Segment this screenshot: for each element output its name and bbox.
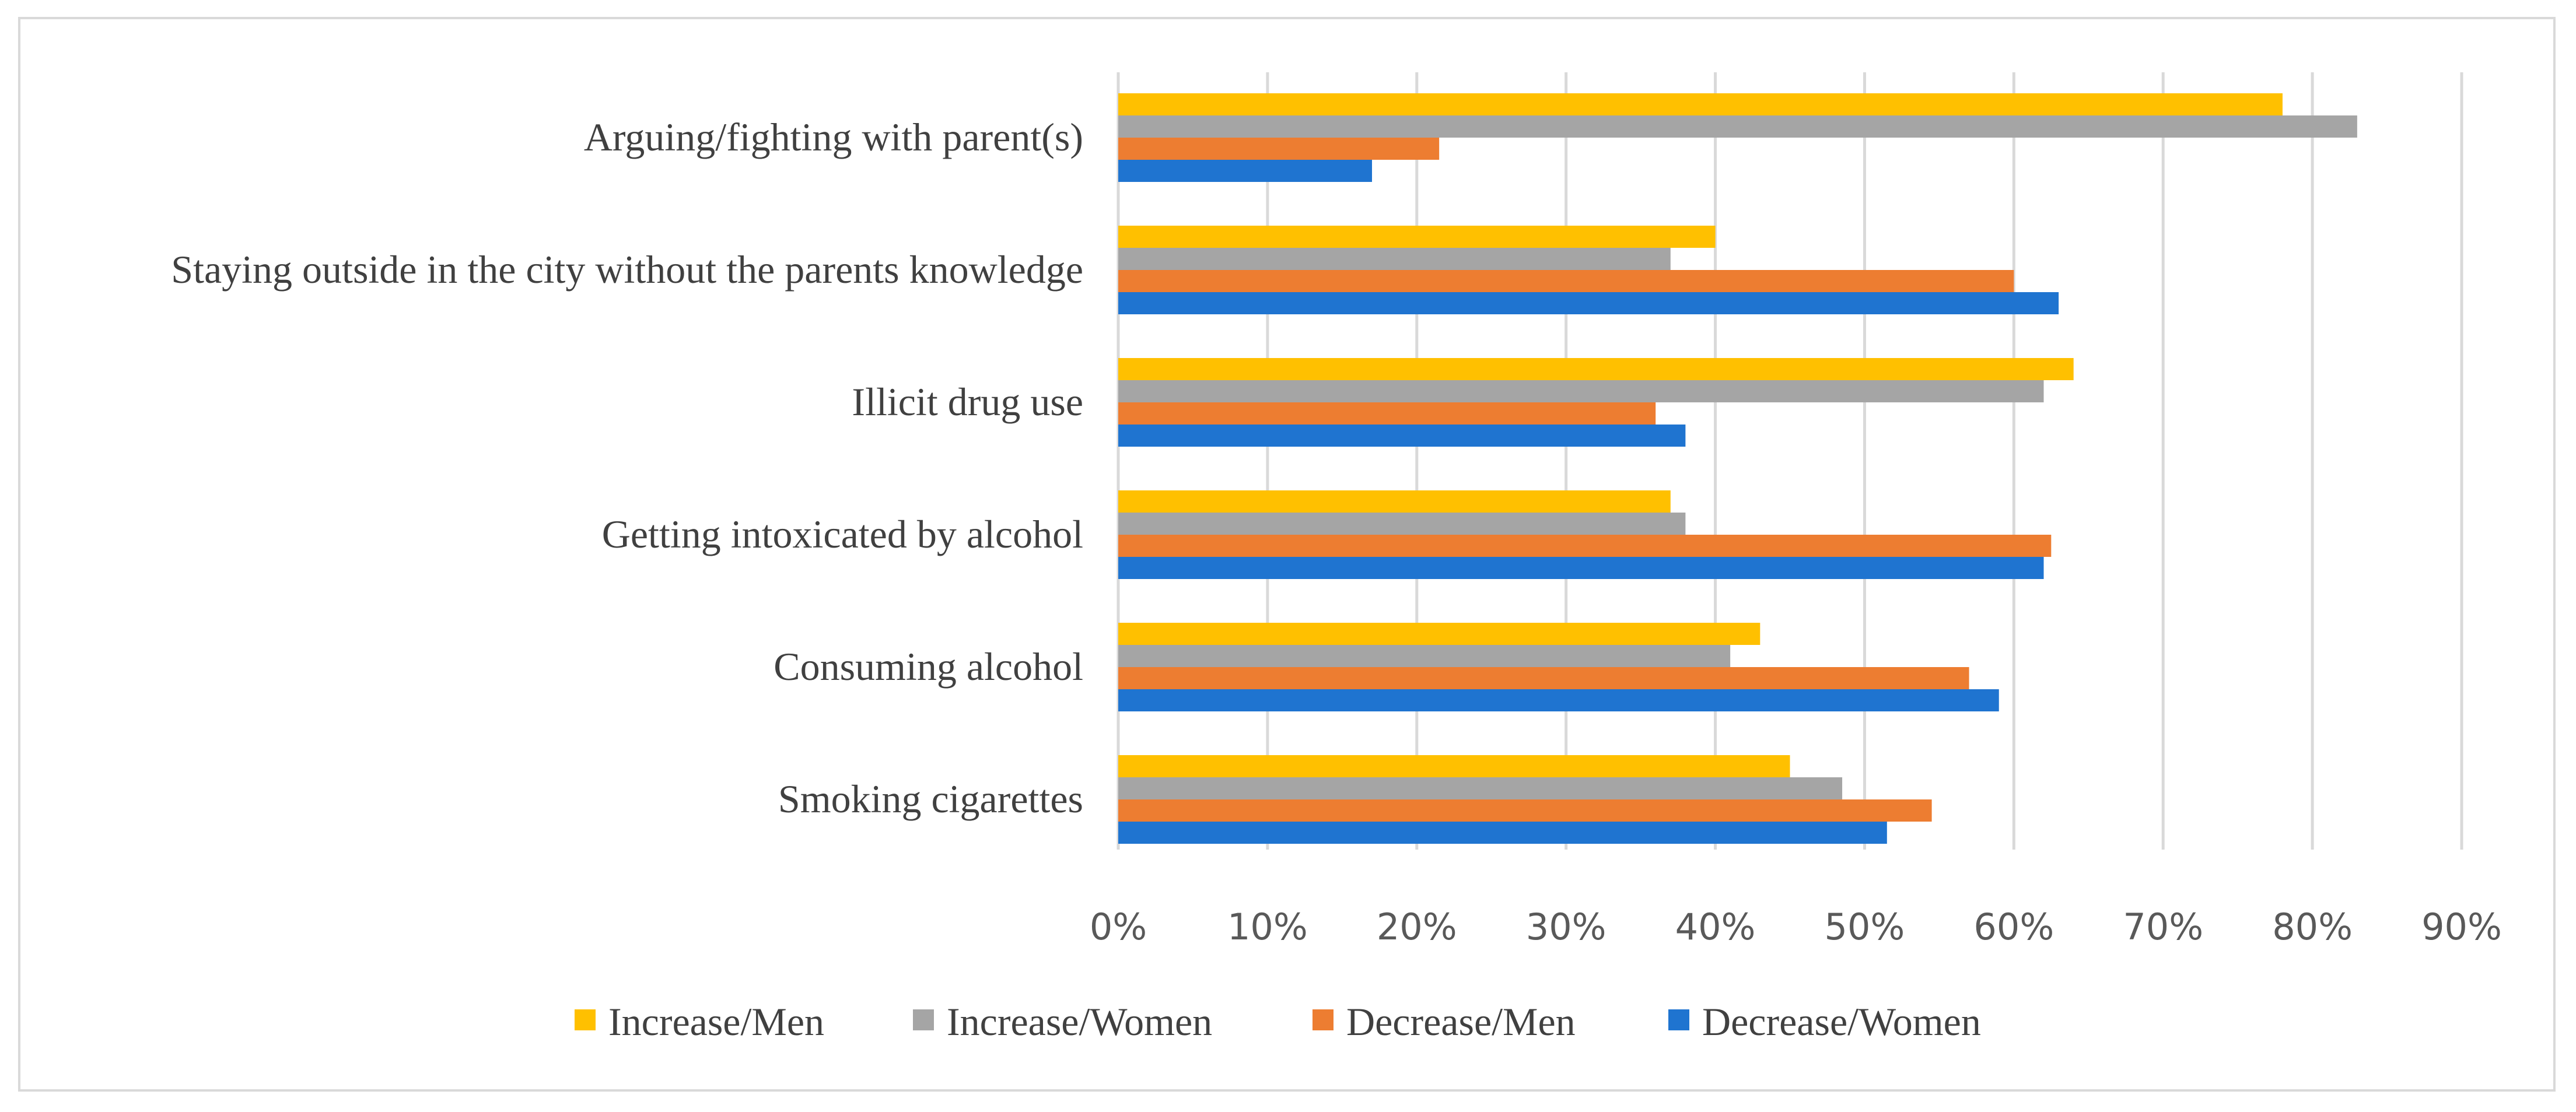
category-label: Illicit drug use xyxy=(852,380,1083,424)
x-tick-label: 70% xyxy=(2123,906,2203,948)
x-tick-label: 0% xyxy=(1090,906,1147,948)
bar-increase-women xyxy=(1118,645,1731,667)
bar-increase-men xyxy=(1118,358,2074,380)
bar-chart: Arguing/fighting with parent(s) Staying o… xyxy=(171,72,2502,1044)
bar-decrease-men xyxy=(1118,270,2014,292)
bar-increase-women xyxy=(1118,115,2357,138)
bar-increase-men xyxy=(1118,623,1760,645)
x-tick-label: 40% xyxy=(1675,906,1756,948)
bar-decrease-men xyxy=(1118,667,1969,689)
bar-decrease-men xyxy=(1118,138,1440,160)
legend-label: Increase/Women xyxy=(947,999,1212,1044)
bar-decrease-women xyxy=(1118,292,2059,314)
x-tick-label: 90% xyxy=(2421,906,2502,948)
bar-increase-men xyxy=(1118,755,1790,777)
category-label: Consuming alcohol xyxy=(774,644,1083,689)
bar-increase-women xyxy=(1118,513,1686,535)
legend-swatch xyxy=(1312,1009,1334,1030)
bar-decrease-women xyxy=(1118,160,1373,182)
x-tick-label: 50% xyxy=(1825,906,1905,948)
bar-decrease-women xyxy=(1118,425,1686,447)
x-tick-label: 30% xyxy=(1526,906,1606,948)
bars xyxy=(1118,93,2357,844)
legend-swatch xyxy=(1668,1009,1689,1030)
category-label: Getting intoxicated by alcohol xyxy=(602,512,1083,556)
category-label: Arguing/fighting with parent(s) xyxy=(584,115,1083,159)
category-label: Staying outside in the city without the … xyxy=(171,247,1083,292)
legend-label: Increase/Men xyxy=(608,999,824,1044)
bar-increase-women xyxy=(1118,777,1843,799)
bar-decrease-women xyxy=(1118,822,1887,844)
chart-frame: Arguing/fighting with parent(s) Staying o… xyxy=(18,17,2556,1092)
bar-decrease-men xyxy=(1118,402,1656,425)
bar-increase-men xyxy=(1118,226,1716,248)
category-label: Smoking cigarettes xyxy=(778,777,1083,821)
bar-decrease-women xyxy=(1118,557,2044,579)
legend-label: Decrease/Men xyxy=(1346,999,1576,1044)
x-tick-label: 10% xyxy=(1227,906,1308,948)
x-tick-label: 20% xyxy=(1377,906,1457,948)
bar-increase-women xyxy=(1118,248,1671,270)
bar-decrease-men xyxy=(1118,535,2052,557)
gridlines xyxy=(1116,72,2463,850)
bar-increase-men xyxy=(1118,490,1671,513)
x-tick-label: 80% xyxy=(2272,906,2353,948)
legend: Increase/Men Increase/Women Decrease/Men De… xyxy=(575,999,1981,1044)
bar-decrease-women xyxy=(1118,689,1999,711)
x-axis-tick-labels: 0% 10% 20% 30% 40% 50% 60% 70% 80% 90% xyxy=(1090,906,2502,948)
legend-swatch xyxy=(575,1009,596,1030)
legend-label: Decrease/Women xyxy=(1702,999,1981,1044)
legend-swatch xyxy=(913,1009,934,1030)
bar-increase-men xyxy=(1118,93,2283,115)
x-tick-label: 60% xyxy=(1973,906,2054,948)
category-labels: Arguing/fighting with parent(s) Staying o… xyxy=(171,115,1083,821)
bar-decrease-men xyxy=(1118,799,1932,822)
bar-increase-women xyxy=(1118,380,2044,402)
